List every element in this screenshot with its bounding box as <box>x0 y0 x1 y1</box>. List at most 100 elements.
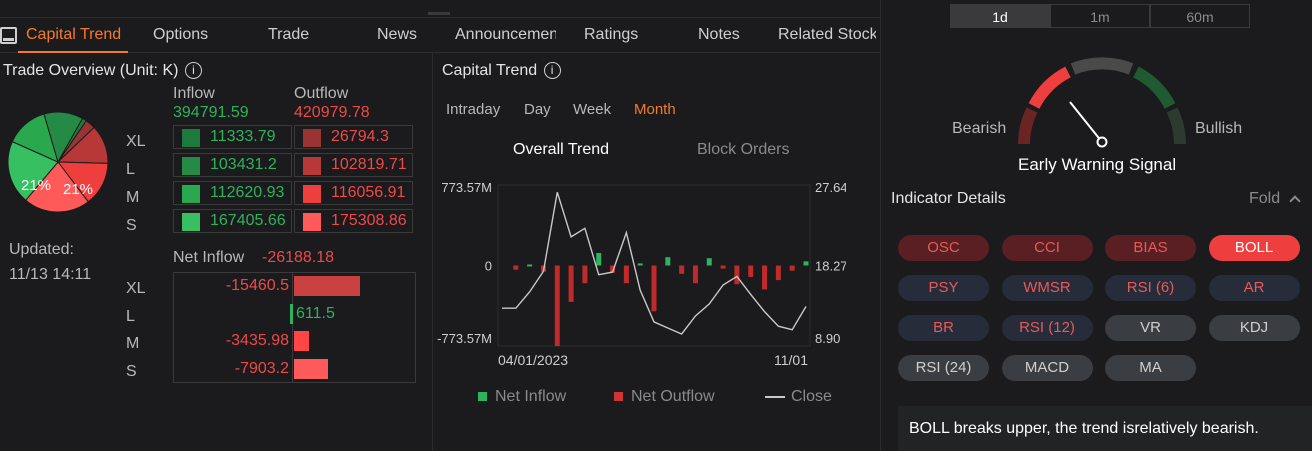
chevron-up-icon <box>1288 195 1301 207</box>
outflow-cell: 102819.71 <box>294 153 413 177</box>
net-outflow-bar <box>651 265 657 312</box>
y-left-tick: 0 <box>485 259 492 274</box>
sidebar-period-60m[interactable]: 60m <box>1150 4 1250 28</box>
info-icon[interactable]: i <box>184 62 202 80</box>
indicator-bias[interactable]: BIAS <box>1105 235 1196 261</box>
signal-gauge <box>1018 57 1186 148</box>
period-month[interactable]: Month <box>634 101 676 118</box>
inflow-value: 11333.79 <box>210 128 276 145</box>
legend-close-swatch <box>765 395 785 398</box>
inflow-cell: 11333.79 <box>173 125 292 149</box>
indicator-rsi-12[interactable]: RSI (12) <box>1001 315 1093 341</box>
net-outflow-bar <box>762 265 768 290</box>
indicator-wmsr[interactable]: WMSR <box>1001 275 1093 301</box>
inflow-value: 167405.66 <box>210 212 286 229</box>
indicator-rsi-24[interactable]: RSI (24) <box>898 355 989 381</box>
inflow-cell: 167405.66 <box>173 209 292 233</box>
indicator-cci[interactable]: CCI <box>1001 235 1093 261</box>
net-size-label-xl: XL <box>126 280 146 297</box>
net-outflow-bar <box>679 265 685 274</box>
legend-inflow[interactable]: Net Inflow <box>478 388 566 406</box>
indicator-message: BOLL breaks upper, the trend isrelativel… <box>909 420 1259 437</box>
period-week[interactable]: Week <box>573 101 612 118</box>
legend-outflow-swatch <box>614 392 623 402</box>
outflow-total: 420979.78 <box>294 104 370 121</box>
tab-news[interactable]: News <box>377 26 417 43</box>
tab-ratings[interactable]: Ratings <box>584 26 639 43</box>
updated-label: Updated: <box>9 241 74 258</box>
indicator-vr[interactable]: VR <box>1105 315 1196 341</box>
net-inflow-bar <box>596 253 602 266</box>
net-inflow-bar <box>637 263 643 266</box>
tab-capital-trend[interactable]: Capital Trend <box>26 26 122 43</box>
bearish-label: Bearish <box>952 120 1007 137</box>
tab-trade[interactable]: Trade <box>268 26 310 43</box>
sidebar-period-1d[interactable]: 1d <box>950 4 1050 28</box>
net-inflow-bar <box>803 261 809 266</box>
subtab-overall-trend[interactable]: Overall Trend <box>513 141 610 158</box>
net-size-label-s: S <box>126 362 137 380</box>
inflow-cell: 103431.2 <box>173 153 292 177</box>
size-label-l: L <box>126 161 135 178</box>
indicator-br[interactable]: BR <box>898 315 989 341</box>
net-bar <box>294 331 309 351</box>
net-outflow-bar <box>720 265 726 269</box>
indicator-psy[interactable]: PSY <box>898 275 989 301</box>
sidebar-divider <box>880 0 881 451</box>
inflow-swatch <box>182 129 200 147</box>
subtab-block-orders[interactable]: Block Orders <box>697 141 790 158</box>
indicator-macd[interactable]: MACD <box>1001 355 1093 381</box>
net-outflow-bar <box>582 265 588 284</box>
indicator-rsi-6[interactable]: RSI (6) <box>1105 275 1196 301</box>
net-size-label-l: L <box>126 307 135 325</box>
indicator-kdj[interactable]: KDJ <box>1208 315 1300 341</box>
period-intraday[interactable]: Intraday <box>446 101 501 118</box>
indicator-boll[interactable]: BOLL <box>1208 235 1300 261</box>
inflow-total: 394791.59 <box>173 104 249 121</box>
tab-announcement[interactable]: Announcement <box>455 26 556 43</box>
outflow-value: 116056.91 <box>331 184 406 201</box>
net-outflow-bar <box>610 265 616 273</box>
capital-trend-chart: 773.57M 0 -773.57M 27.64 18.27 8.90 04/01/2023… <box>437 180 846 368</box>
legend-inflow-swatch <box>478 392 487 402</box>
indicator-ar[interactable]: AR <box>1208 275 1300 301</box>
drag-handle[interactable] <box>428 12 450 15</box>
chart-frame <box>497 184 811 347</box>
net-bar <box>294 358 328 379</box>
indicator-osc[interactable]: OSC <box>898 235 989 261</box>
tab-notes[interactable]: Notes <box>698 26 740 43</box>
outflow-swatch <box>303 185 321 203</box>
panel-icon[interactable] <box>0 27 17 44</box>
net-value: 611.5 <box>296 304 335 322</box>
net-outflow-bar <box>789 265 795 271</box>
early-warning-signal: Early Warning Signal <box>1018 155 1177 174</box>
info-icon[interactable]: i <box>543 62 561 80</box>
net-bar <box>294 276 360 296</box>
legend-close[interactable]: Close <box>765 388 832 406</box>
outflow-swatch <box>303 129 321 147</box>
legend-outflow[interactable]: Net Outflow <box>614 388 715 406</box>
indicator-message-box <box>898 406 1312 451</box>
net-outflow-bar <box>734 265 740 285</box>
indicator-ma[interactable]: MA <box>1105 355 1196 381</box>
period-day[interactable]: Day <box>524 101 551 118</box>
sidebar-period-1m[interactable]: 1m <box>1050 4 1150 28</box>
chart-legend: Net Inflow Net Outflow Close <box>478 388 838 408</box>
size-label-xl: XL <box>126 133 146 150</box>
pie-slice <box>57 117 87 163</box>
inflow-swatch <box>182 185 200 203</box>
fold-toggle[interactable]: Fold <box>1249 190 1301 208</box>
tab-related-stock[interactable]: Related Stock <box>778 26 876 43</box>
gauge-bearish-strong <box>1018 107 1038 145</box>
net-inflow-bar <box>527 264 533 267</box>
inflow-label: Inflow <box>173 85 215 102</box>
outflow-cell: 26794.3 <box>294 125 413 149</box>
fold-label: Fold <box>1249 190 1281 207</box>
pie-slice <box>7 140 59 201</box>
capital-pie-chart: 21% 21% <box>7 111 109 213</box>
pie-slice <box>25 161 89 213</box>
tab-options[interactable]: Options <box>153 26 209 43</box>
x-tick-end: 11/01 <box>774 352 808 368</box>
gauge-bullish-strong <box>1166 107 1186 145</box>
